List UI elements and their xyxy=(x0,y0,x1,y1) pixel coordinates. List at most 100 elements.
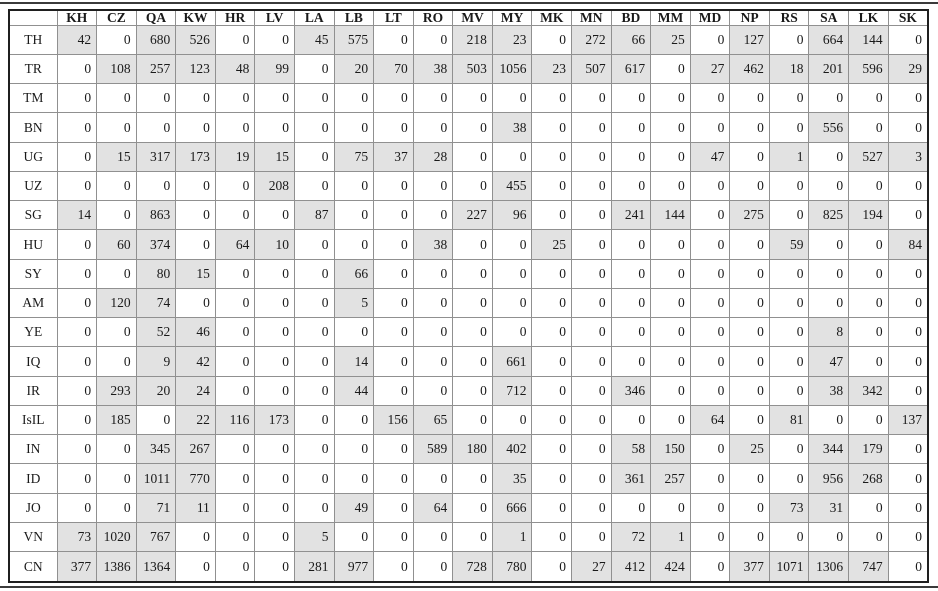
cell-sy-lk: 0 xyxy=(848,258,889,289)
cell-cn-hr: 0 xyxy=(214,551,256,583)
cell-tr-cz: 108 xyxy=(96,53,137,85)
cell-ug-lk: 527 xyxy=(848,141,889,172)
cell-bn-lt: 0 xyxy=(373,112,414,143)
cell-cn-np: 377 xyxy=(729,551,770,583)
cell-isil-mk: 0 xyxy=(531,404,573,436)
cell-am-bd: 0 xyxy=(610,287,652,319)
cell-tr-bd: 617 xyxy=(610,53,652,85)
cell-vn-hr: 0 xyxy=(214,521,256,553)
cell-in-mn: 0 xyxy=(571,433,612,465)
cell-isil-lb: 0 xyxy=(333,404,375,436)
row-header-id: ID xyxy=(8,463,58,494)
cell-cn-mk: 0 xyxy=(531,551,573,583)
cell-tm-sa: 0 xyxy=(808,82,850,114)
cell-hu-mn: 0 xyxy=(571,229,612,260)
cell-vn-mm: 1 xyxy=(650,521,691,553)
cell-in-mk: 0 xyxy=(531,433,573,465)
row-header-bn: BN xyxy=(8,112,58,143)
cell-jo-kh: 0 xyxy=(56,492,98,523)
cell-vn-my: 1 xyxy=(491,521,533,553)
top-horizontal-rule xyxy=(0,2,938,4)
row-header-sg: SG xyxy=(8,199,58,231)
cell-id-mm: 257 xyxy=(650,463,691,494)
cell-jo-kw: 11 xyxy=(175,492,216,523)
cell-ir-cz: 293 xyxy=(96,375,137,406)
cell-sy-sk: 0 xyxy=(887,258,929,289)
cell-bn-kh: 0 xyxy=(56,112,98,143)
cell-cn-sk: 0 xyxy=(887,551,929,583)
table-row-ye: YE 0 0 52 46 0 0 0 0 0 0 0 0 0 0 0 0 0 0 0 8 0 0 xyxy=(8,316,929,348)
cell-tm-qa: 0 xyxy=(135,82,177,114)
cell-sy-mk: 0 xyxy=(531,258,573,289)
cell-ir-la: 0 xyxy=(293,375,335,406)
col-header-bd: BD xyxy=(610,9,652,26)
cell-id-lv: 0 xyxy=(254,463,295,494)
cell-uz-hr: 0 xyxy=(214,170,256,202)
cell-th-mm: 25 xyxy=(650,24,691,55)
cell-th-rs: 0 xyxy=(768,24,810,55)
cell-bn-mn: 0 xyxy=(571,112,612,143)
cell-hu-sa: 0 xyxy=(808,229,850,260)
cell-hu-lb: 0 xyxy=(333,229,375,260)
cell-sg-mv: 227 xyxy=(452,199,493,231)
cell-bn-np: 0 xyxy=(729,112,770,143)
cell-cn-md: 0 xyxy=(689,551,731,583)
cell-hu-cz: 60 xyxy=(96,229,137,260)
table-row-bn: BN 0 0 0 0 0 0 0 0 0 0 0 38 0 0 0 0 0 0 0 556 0 0 xyxy=(8,112,929,143)
row-header-cn: CN xyxy=(8,551,58,583)
cell-jo-np: 0 xyxy=(729,492,770,523)
cell-iq-sk: 0 xyxy=(887,346,929,377)
cell-sg-my: 96 xyxy=(491,199,533,231)
cell-jo-md: 0 xyxy=(689,492,731,523)
cell-vn-lb: 0 xyxy=(333,521,375,553)
col-header-md: MD xyxy=(689,9,731,26)
cell-sg-cz: 0 xyxy=(96,199,137,231)
cell-uz-mn: 0 xyxy=(571,170,612,202)
cell-th-mv: 218 xyxy=(452,24,493,55)
table-row-sy: SY 0 0 80 15 0 0 0 66 0 0 0 0 0 0 0 0 0 0 0 0 0 0 xyxy=(8,258,929,289)
cell-jo-rs: 73 xyxy=(768,492,810,523)
cell-hu-mm: 0 xyxy=(650,229,691,260)
cell-iq-mm: 0 xyxy=(650,346,691,377)
cell-iq-mn: 0 xyxy=(571,346,612,377)
cell-ye-mm: 0 xyxy=(650,316,691,348)
cell-ug-lv: 15 xyxy=(254,141,295,172)
cell-uz-kh: 0 xyxy=(56,170,98,202)
cell-ir-np: 0 xyxy=(729,375,770,406)
cell-uz-ro: 0 xyxy=(412,170,454,202)
cell-am-mm: 0 xyxy=(650,287,691,319)
cell-am-qa: 74 xyxy=(135,287,177,319)
table-row-iq: IQ 0 0 9 42 0 0 0 14 0 0 0 661 0 0 0 0 0 0 0 47 0 0 xyxy=(8,346,929,377)
cell-ir-mm: 0 xyxy=(650,375,691,406)
cell-uz-sk: 0 xyxy=(887,170,929,202)
cell-in-cz: 0 xyxy=(96,433,137,465)
cell-uz-np: 0 xyxy=(729,170,770,202)
table-row-id: ID 0 0 1011 770 0 0 0 0 0 0 0 35 0 0 361 257 0 0 0 956 268 0 xyxy=(8,463,929,494)
cell-hu-kh: 0 xyxy=(56,229,98,260)
cell-th-sa: 664 xyxy=(808,24,850,55)
cell-bn-hr: 0 xyxy=(214,112,256,143)
cell-sy-mm: 0 xyxy=(650,258,691,289)
col-header-sk: SK xyxy=(887,9,929,26)
table-row-ug: UG 0 15 317 173 19 15 0 75 37 28 0 0 0 0 0 0 47 0 1 0 527 3 xyxy=(8,141,929,172)
col-header-la: LA xyxy=(293,9,335,26)
cell-sy-my: 0 xyxy=(491,258,533,289)
cell-ug-np: 0 xyxy=(729,141,770,172)
cell-th-kw: 526 xyxy=(175,24,216,55)
cell-ir-sa: 38 xyxy=(808,375,850,406)
cell-uz-mk: 0 xyxy=(531,170,573,202)
cell-iq-md: 0 xyxy=(689,346,731,377)
cell-jo-sa: 31 xyxy=(808,492,850,523)
cell-tr-lk: 596 xyxy=(848,53,889,85)
row-header-tr: TR xyxy=(8,53,58,85)
cell-vn-bd: 72 xyxy=(610,521,652,553)
cell-ir-mv: 0 xyxy=(452,375,493,406)
cell-th-lb: 575 xyxy=(333,24,375,55)
cell-cn-kw: 0 xyxy=(175,551,216,583)
cell-sg-sa: 825 xyxy=(808,199,850,231)
col-header-kw: KW xyxy=(175,9,216,26)
cell-tr-lv: 99 xyxy=(254,53,295,85)
cell-vn-lk: 0 xyxy=(848,521,889,553)
cell-ug-bd: 0 xyxy=(610,141,652,172)
cell-id-cz: 0 xyxy=(96,463,137,494)
